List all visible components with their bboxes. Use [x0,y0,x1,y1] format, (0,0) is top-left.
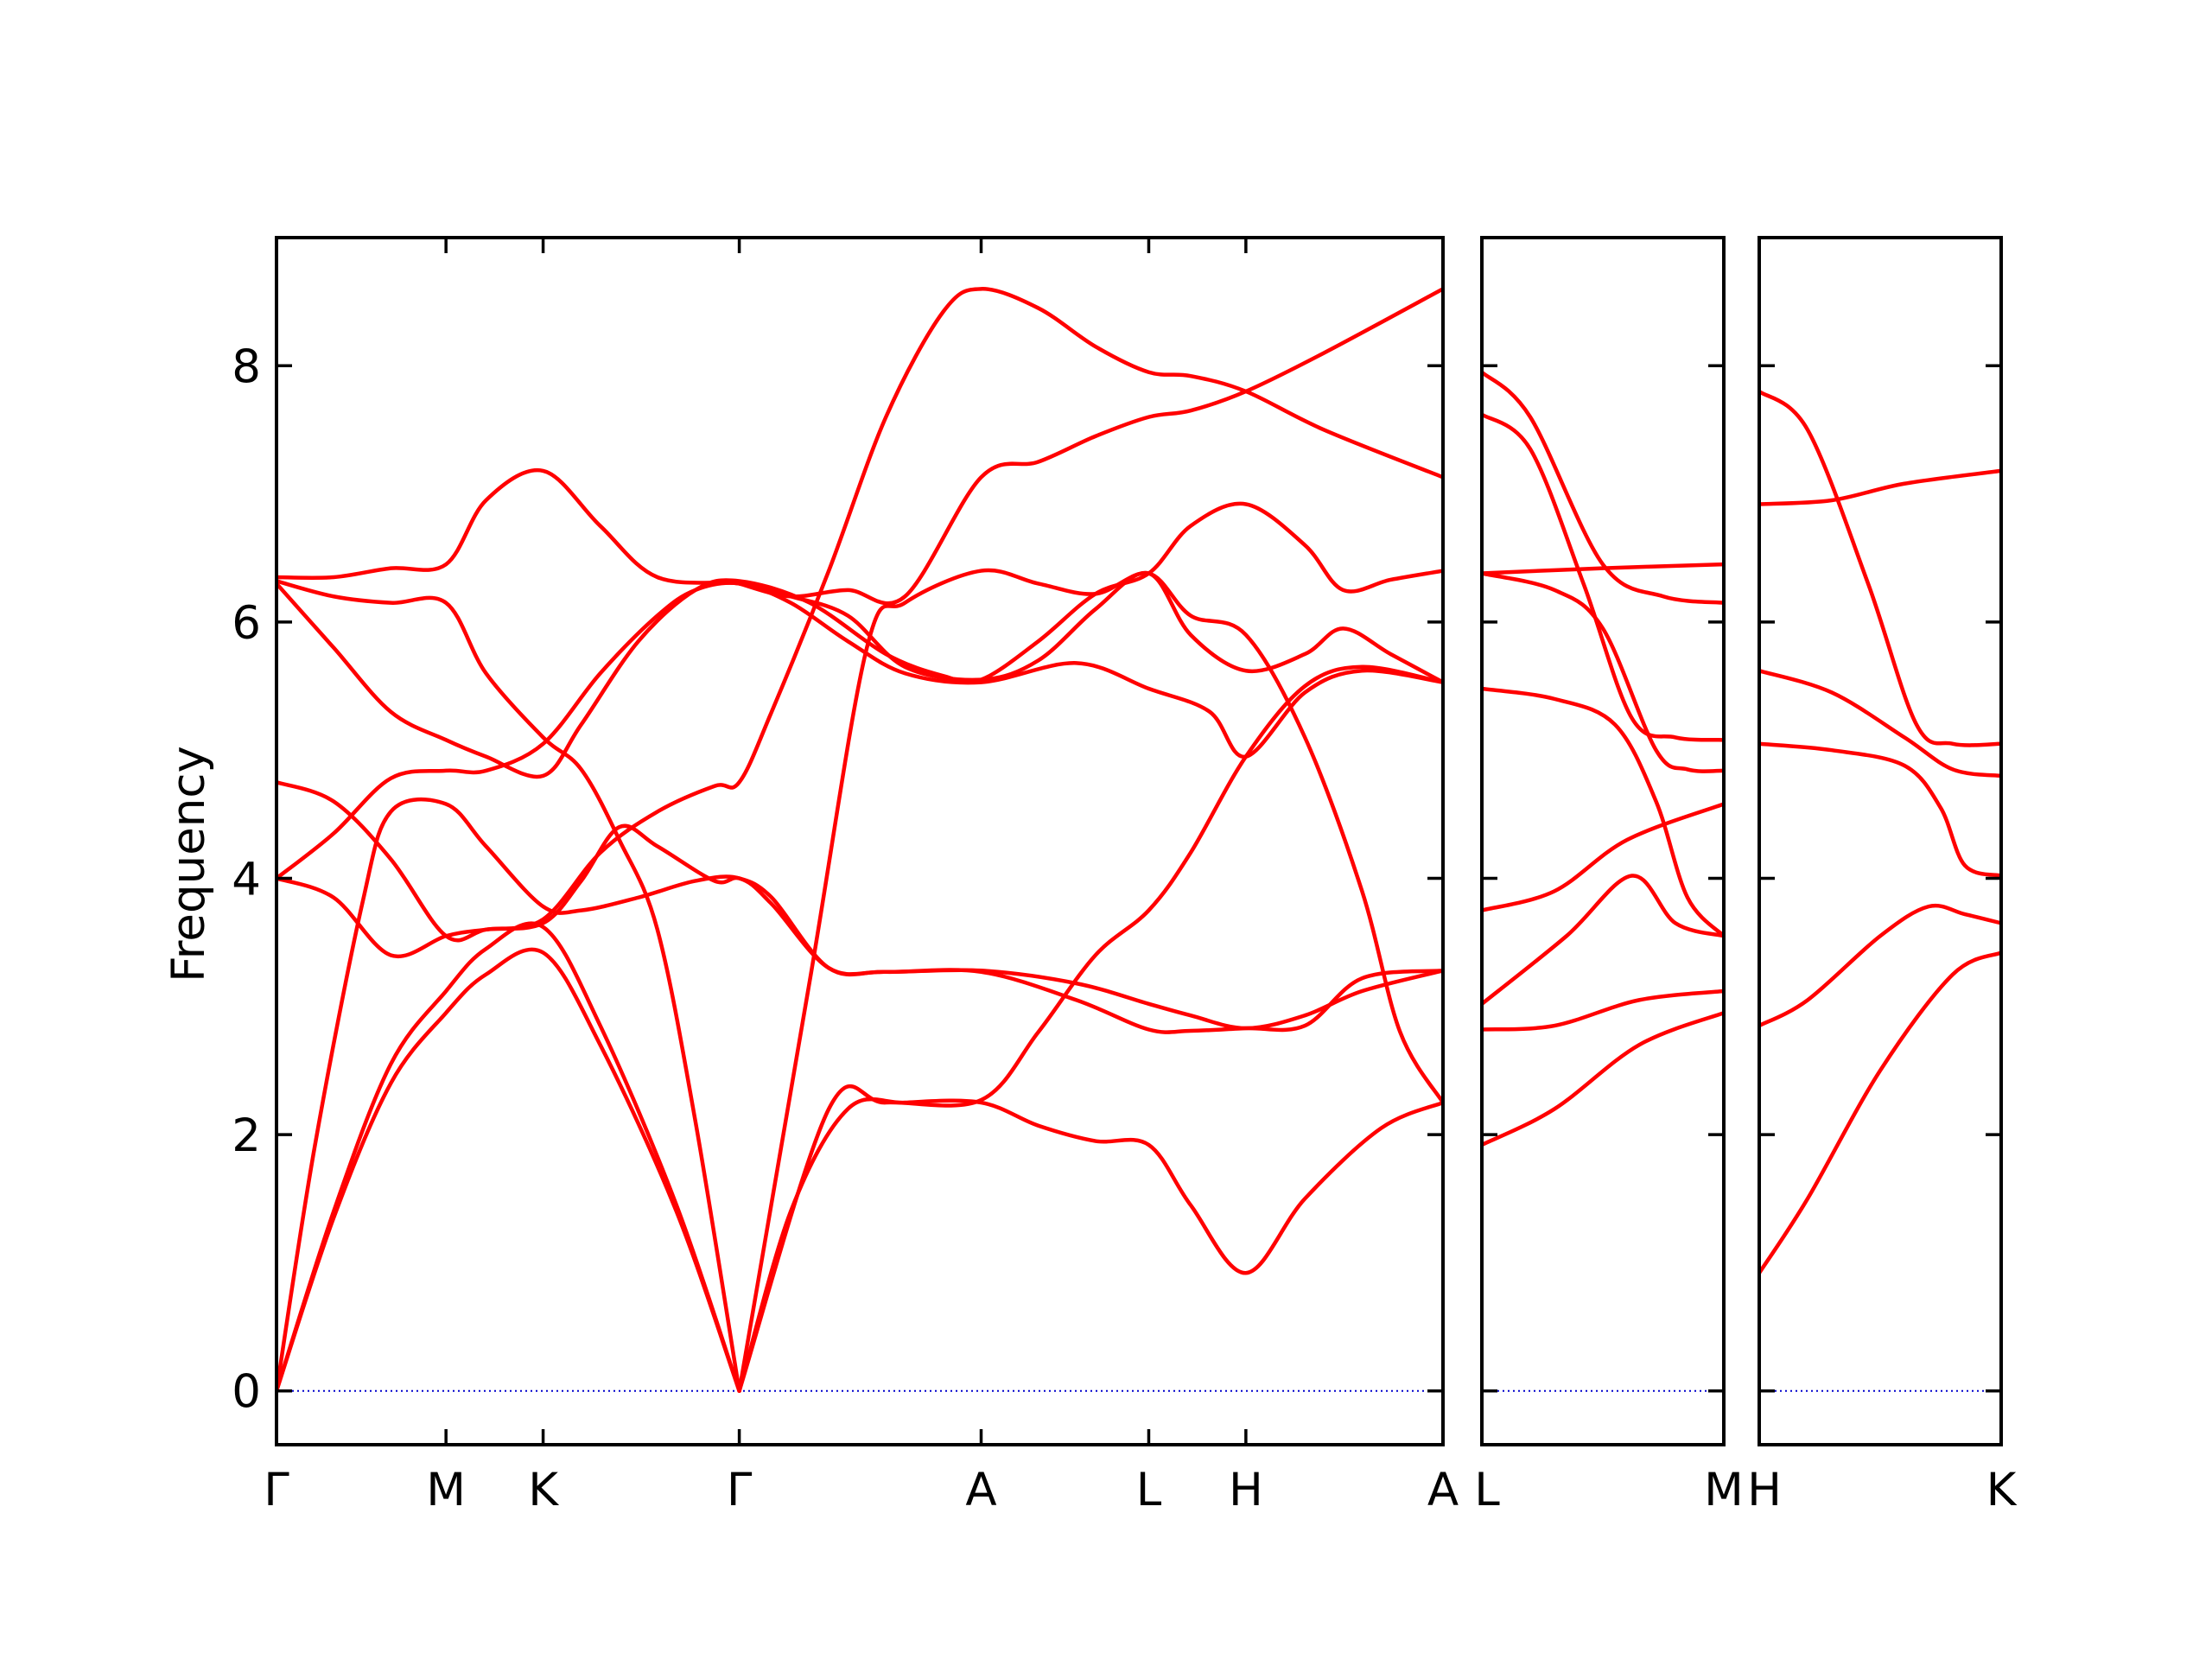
band-line-1 [1759,950,2001,1275]
band-line-4 [1759,669,2001,779]
x-tick-label: H [1747,1464,1782,1516]
bands-group [1482,370,1724,1147]
band-line-3 [276,797,1443,1393]
band-line-12 [737,664,1443,1393]
band-line-1 [276,947,741,1393]
band-line-9 [1482,562,1724,575]
band-line-5 [1482,686,1724,938]
panel-frame [275,236,1445,1446]
band-line-6 [276,287,1443,943]
band-line-7 [1482,412,1724,742]
bands-group [276,287,1443,1393]
band-line-5 [276,581,1443,880]
band-line-2 [1759,903,2001,1028]
band-line-13 [737,287,1443,606]
band-line-2 [276,921,741,1393]
y-tick-label: 6 [232,597,261,650]
x-tick-label: K [528,1464,559,1516]
x-tick-label: L [1136,1464,1162,1516]
x-tick-label: L [1474,1464,1500,1516]
bands-group [1759,389,2001,1275]
band-line-6 [1759,468,2001,506]
x-tick-label: K [1986,1464,2018,1516]
band-line-7 [276,579,741,1393]
band-line-3 [1482,874,1724,1007]
panel-frame [1480,236,1726,1446]
panel-frame [1758,236,2003,1446]
band-line-1 [1482,1010,1724,1147]
band-line-4 [1482,802,1724,912]
band-line-11 [737,1096,1443,1393]
band-panel-1: 0 2 4 6 8 Γ M K Γ A L H A [232,236,1459,1516]
y-tick-label: 4 [232,854,261,906]
y-tick-label: 2 [232,1109,261,1162]
x-tick-label: H [1229,1464,1263,1516]
x-tick-label: M [1704,1464,1744,1516]
y-axis-label: Frequency [162,746,215,982]
band-line-6 [1482,571,1724,773]
x-tick-label: Γ [727,1464,753,1516]
y-tick-label: 8 [232,340,261,393]
x-tick-label: A [1427,1464,1459,1516]
band-line-8 [1482,370,1724,605]
band-line-10 [737,568,1443,1393]
band-line-2 [1482,988,1724,1032]
x-tick-label: A [965,1464,996,1516]
band-line-5 [1759,389,2001,747]
band-line-9 [276,467,1443,684]
y-tick-label: 0 [232,1366,261,1419]
band-line-3 [1759,741,2001,878]
x-tick-label: Γ [264,1464,289,1516]
x-tick-label: M [426,1464,466,1516]
band-line-4 [276,823,1443,1034]
